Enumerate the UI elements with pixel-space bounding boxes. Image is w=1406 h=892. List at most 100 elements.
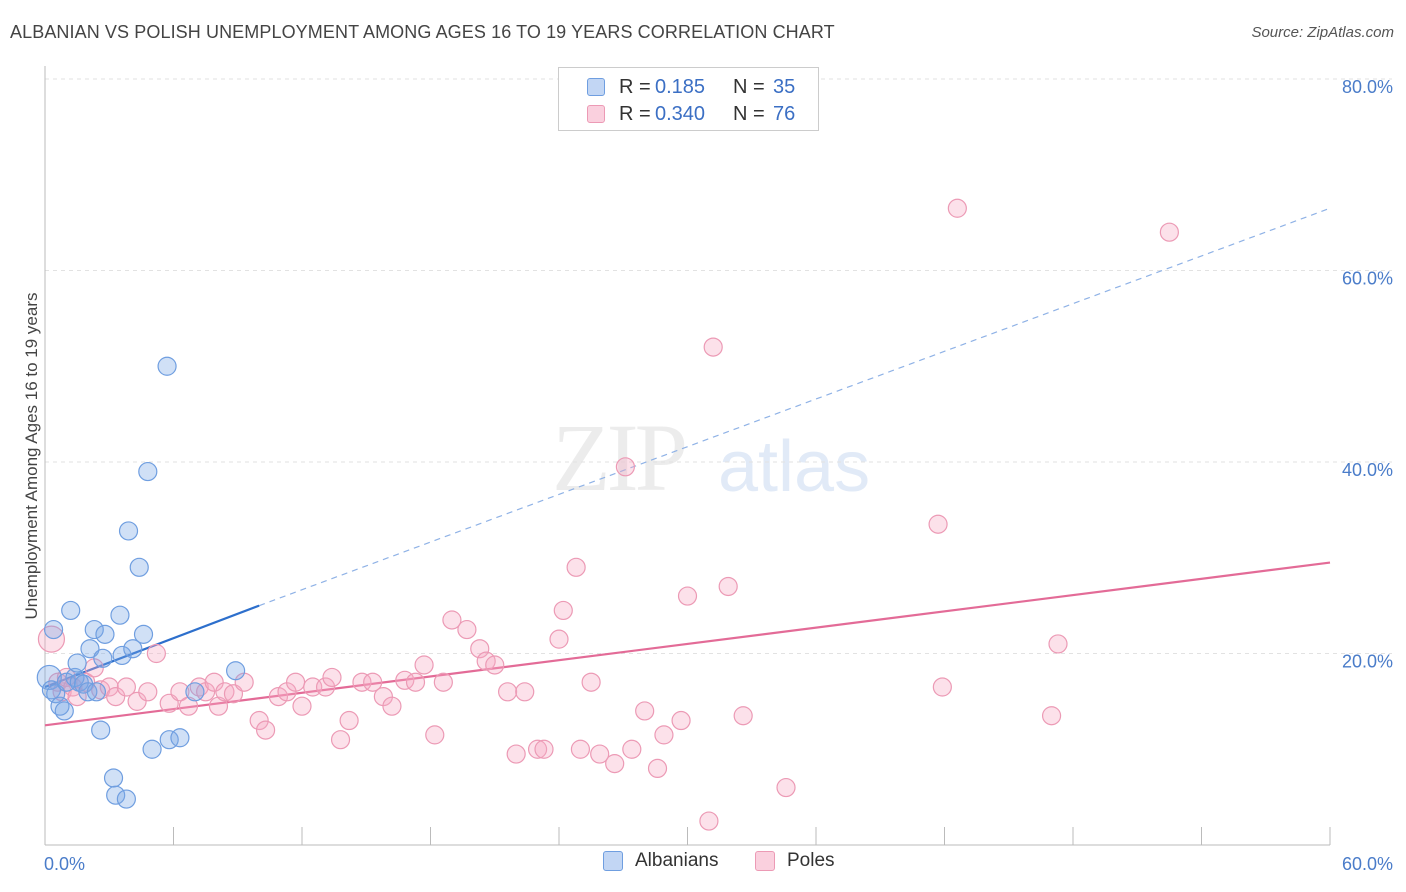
- poles-point: [322, 667, 342, 688]
- poles-point: [433, 672, 453, 692]
- poles-point: [138, 682, 158, 702]
- legend-n-label: N =: [733, 102, 765, 125]
- poles-point: [382, 696, 402, 716]
- legend-n-label: N =: [733, 75, 765, 98]
- albanians-point: [116, 789, 136, 809]
- albanians-point: [106, 785, 126, 805]
- poles-point: [425, 725, 445, 745]
- albanians-point: [86, 682, 107, 702]
- chart-title: ALBANIAN VS POLISH UNEMPLOYMENT AMONG AG…: [10, 22, 835, 42]
- albanians-trend-extension: [258, 207, 1331, 607]
- albanians-point: [110, 605, 130, 625]
- poles-point: [67, 686, 87, 707]
- poles-point: [733, 706, 753, 726]
- poles-point: [414, 655, 434, 675]
- poles-point: [534, 739, 554, 759]
- axes: [44, 66, 1331, 846]
- poles-point: [405, 672, 426, 692]
- poles-point: [718, 576, 738, 597]
- poles-point: [106, 686, 126, 707]
- y-tick-label: 80.0%: [1342, 77, 1393, 97]
- poles-point: [485, 655, 505, 675]
- y-axis-label: Unemployment Among Ages 16 to 19 years: [22, 293, 41, 620]
- poles-point: [590, 744, 610, 764]
- poles-point: [457, 619, 477, 640]
- poles-point: [776, 777, 796, 798]
- poles-point: [330, 730, 351, 750]
- legend-n-value: 35: [773, 75, 796, 98]
- legend-row-poles: R = 0.340 N = 76: [559, 101, 795, 127]
- poles-point: [170, 682, 190, 702]
- albanians-point: [133, 624, 154, 644]
- poles-point: [622, 739, 642, 759]
- poles-point: [527, 739, 548, 759]
- poles-point: [498, 682, 518, 702]
- poles-point: [566, 557, 586, 577]
- albanians-point: [185, 682, 205, 702]
- poles-point: [285, 672, 306, 692]
- albanians-point: [157, 356, 177, 376]
- axis-labels: 20.0% 40.0% 60.0% 80.0% 0.0% 60.0% Unemploymen…: [22, 77, 1393, 874]
- albanians-point: [54, 701, 74, 721]
- albanians-point: [93, 648, 113, 668]
- poles-point: [932, 677, 952, 697]
- albanians-point: [123, 639, 143, 659]
- poles-point: [127, 691, 147, 711]
- poles-point: [677, 586, 698, 606]
- albanians-point: [67, 653, 87, 673]
- albanians-point: [142, 739, 162, 759]
- poles-point: [315, 677, 336, 697]
- x-tick-label: 0.0%: [44, 854, 85, 874]
- poles-point: [363, 672, 383, 692]
- x-tick-label: 60.0%: [1342, 854, 1393, 874]
- poles-swatch: [755, 851, 775, 871]
- legend-r-value: 0.185: [655, 75, 706, 98]
- poles-point: [654, 725, 674, 745]
- poles-point: [605, 754, 625, 774]
- series-legend: Albanians Poles: [0, 850, 1406, 878]
- poles-point: [515, 682, 535, 702]
- y-tick-label: 40.0%: [1342, 460, 1393, 480]
- albanians-point: [61, 600, 81, 621]
- albanians-point: [129, 557, 149, 577]
- watermark-zip: ZIP: [552, 404, 688, 511]
- y-tick-label: 20.0%: [1342, 652, 1393, 672]
- poles-point: [947, 198, 967, 218]
- poles-point: [146, 643, 166, 664]
- albanians-point: [91, 720, 111, 740]
- poles-point: [116, 677, 136, 697]
- legend-row-albanians: R = 0.185 N = 35: [559, 74, 795, 100]
- poles-point: [292, 696, 312, 716]
- poles-point: [255, 720, 276, 740]
- poles-point: [208, 696, 229, 716]
- albanians-point: [95, 624, 115, 644]
- poles-point: [1159, 222, 1179, 242]
- poles-point: [339, 710, 359, 731]
- albanians-point: [226, 661, 246, 681]
- correlation-legend: R = 0.185 N = 35 R = 0.340 N = 76: [558, 67, 819, 131]
- poles-point: [647, 758, 668, 779]
- poles-point: [615, 457, 635, 477]
- poles-point: [506, 744, 526, 764]
- albanians-point: [170, 728, 190, 748]
- grid-lines: [45, 78, 1392, 654]
- poles-point: [249, 710, 269, 731]
- poles-point: [549, 629, 569, 649]
- source-label: Source: ZipAtlas.com: [1251, 24, 1394, 41]
- poles-point: [635, 701, 655, 721]
- poles-point: [470, 639, 490, 659]
- poles-point: [204, 672, 224, 692]
- poles-point: [928, 514, 948, 534]
- legend-r-label: R =: [619, 102, 651, 125]
- albanians-swatch: [603, 851, 623, 871]
- poles-point: [581, 672, 601, 692]
- trend-lines: [44, 207, 1331, 727]
- albanians-point: [118, 521, 139, 541]
- legend-poles-label: Poles: [787, 850, 835, 871]
- poles-point: [671, 710, 691, 731]
- albanians-point: [43, 619, 64, 640]
- poles-point: [99, 677, 119, 697]
- poles-point: [1041, 706, 1062, 726]
- poles-point: [553, 600, 573, 621]
